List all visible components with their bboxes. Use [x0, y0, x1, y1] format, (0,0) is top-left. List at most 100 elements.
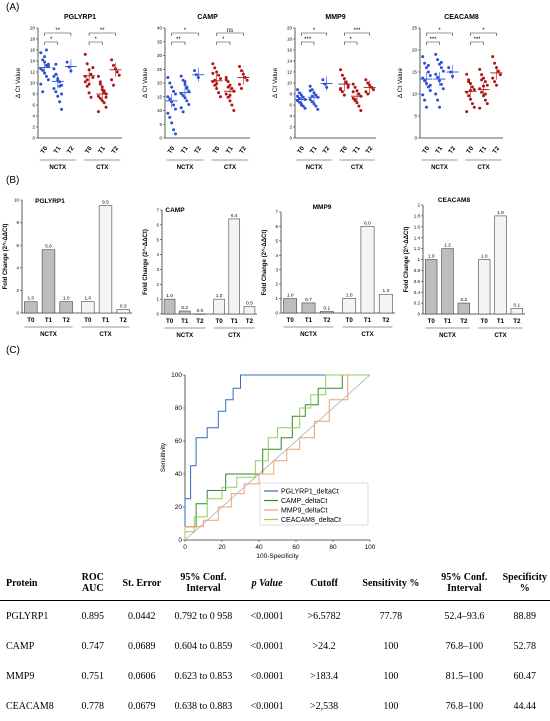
- data-point: [39, 51, 42, 54]
- y-tick-label: 0.2: [414, 301, 421, 306]
- x-tick-label: T2: [364, 145, 374, 155]
- data-point: [219, 95, 222, 98]
- scatter-title: CEACAM8: [444, 14, 479, 21]
- data-point: [170, 121, 173, 124]
- y-tick-label: 0: [417, 312, 420, 317]
- table-cell: >2,538: [296, 691, 353, 721]
- table-cell: 88.89: [500, 601, 550, 632]
- legend-label: CAMP_deltaCt: [281, 498, 327, 505]
- x-tick-label: T1: [434, 145, 444, 155]
- x-tick-label: T2: [447, 145, 457, 155]
- data-point: [421, 55, 424, 58]
- roc-x-tick-label: 20: [218, 544, 226, 551]
- table-cell: CEACAM8: [0, 691, 70, 721]
- x-tick-label: T1: [225, 145, 235, 155]
- y-tick-label: 20: [157, 81, 163, 86]
- significance-label: ***: [353, 28, 361, 34]
- y-tick-label: 10: [30, 81, 36, 86]
- y-tick-label: 35: [157, 39, 163, 44]
- y-tick-label: 6: [156, 222, 159, 227]
- data-point: [174, 108, 177, 111]
- roc-y-tick-label: 20: [175, 504, 183, 511]
- data-point: [58, 100, 61, 103]
- data-point: [185, 86, 188, 89]
- bar-value-label: 1.0: [346, 293, 353, 299]
- roc-x-tick-label: 0: [183, 544, 187, 551]
- data-point: [116, 71, 119, 74]
- bar: [458, 303, 470, 314]
- col-header-sensitivity: Sensitivity %: [353, 566, 430, 601]
- group-label: NCTX: [40, 331, 58, 338]
- y-tick-label: 0.8: [414, 268, 421, 273]
- table-cell: 100: [353, 631, 430, 661]
- table-cell: 0.0442: [115, 601, 168, 632]
- y-tick-label: 0: [32, 136, 35, 141]
- table-cell: <0.0001: [239, 661, 296, 691]
- data-point: [434, 73, 437, 76]
- roc-y-tick-label: 80: [175, 405, 183, 412]
- data-point: [213, 66, 216, 69]
- y-tick-label: 6: [289, 103, 292, 108]
- data-point: [187, 103, 190, 106]
- y-tick-label: 25: [157, 67, 163, 72]
- data-point: [423, 62, 426, 65]
- bar-value-label: 1.2: [444, 243, 451, 249]
- x-tick-label: T0: [166, 145, 176, 155]
- group-label: NCTX: [300, 331, 318, 338]
- x-tick-label: T0: [465, 145, 475, 155]
- data-point: [112, 84, 115, 87]
- data-point: [495, 84, 498, 87]
- x-tick-label: T0: [428, 318, 436, 325]
- data-point: [339, 88, 342, 91]
- x-tick-label: T0: [84, 145, 94, 155]
- bar-value-label: 0.0: [197, 308, 204, 314]
- data-point: [211, 72, 214, 75]
- y-tick-label: 20: [30, 26, 36, 31]
- data-point: [238, 83, 241, 86]
- y-tick-label: 5: [414, 114, 417, 119]
- data-point: [225, 78, 228, 81]
- data-point: [497, 70, 500, 73]
- roc-y-axis-label: Sensitivity: [160, 442, 167, 472]
- x-tick-label: T2: [238, 145, 248, 155]
- significance-label: **: [55, 28, 60, 34]
- y-tick-label: 1: [156, 297, 159, 302]
- data-point: [58, 85, 61, 88]
- data-point: [467, 80, 470, 83]
- x-tick-label: T1: [102, 317, 110, 324]
- data-point: [213, 79, 216, 82]
- x-tick-label: T1: [231, 318, 239, 325]
- data-point: [480, 91, 483, 94]
- bar: [179, 311, 190, 314]
- bar: [24, 302, 37, 313]
- data-point: [486, 84, 489, 87]
- data-point: [99, 83, 102, 86]
- bar-value-label: 1.0: [287, 293, 294, 299]
- bar-value-label: 1.3: [382, 288, 389, 294]
- data-point: [352, 83, 355, 86]
- group-label: NCTX: [439, 332, 457, 339]
- y-tick-label: 25: [412, 26, 418, 31]
- y-tick-label: 2: [32, 125, 35, 130]
- table-cell: <0.0001: [239, 691, 296, 721]
- bar: [343, 299, 356, 313]
- data-point: [103, 91, 106, 94]
- data-point: [88, 91, 91, 94]
- table-cell: 0.751: [70, 661, 115, 691]
- data-point: [54, 90, 57, 93]
- data-point: [238, 65, 241, 68]
- table-cell: 0.623 to 0.853: [168, 661, 238, 691]
- data-point: [354, 86, 357, 89]
- data-point: [66, 61, 69, 64]
- table-cell: 76.8–100: [429, 691, 499, 721]
- x-tick-label: T0: [346, 317, 354, 324]
- bar: [495, 216, 507, 314]
- bar: [42, 250, 55, 313]
- data-point: [112, 64, 115, 67]
- roc-y-tick-label: 60: [175, 438, 183, 445]
- data-point: [354, 98, 357, 101]
- y-tick-label: 1.4: [414, 235, 421, 240]
- roc-x-tick-label: 100: [365, 544, 376, 551]
- data-point: [429, 84, 432, 87]
